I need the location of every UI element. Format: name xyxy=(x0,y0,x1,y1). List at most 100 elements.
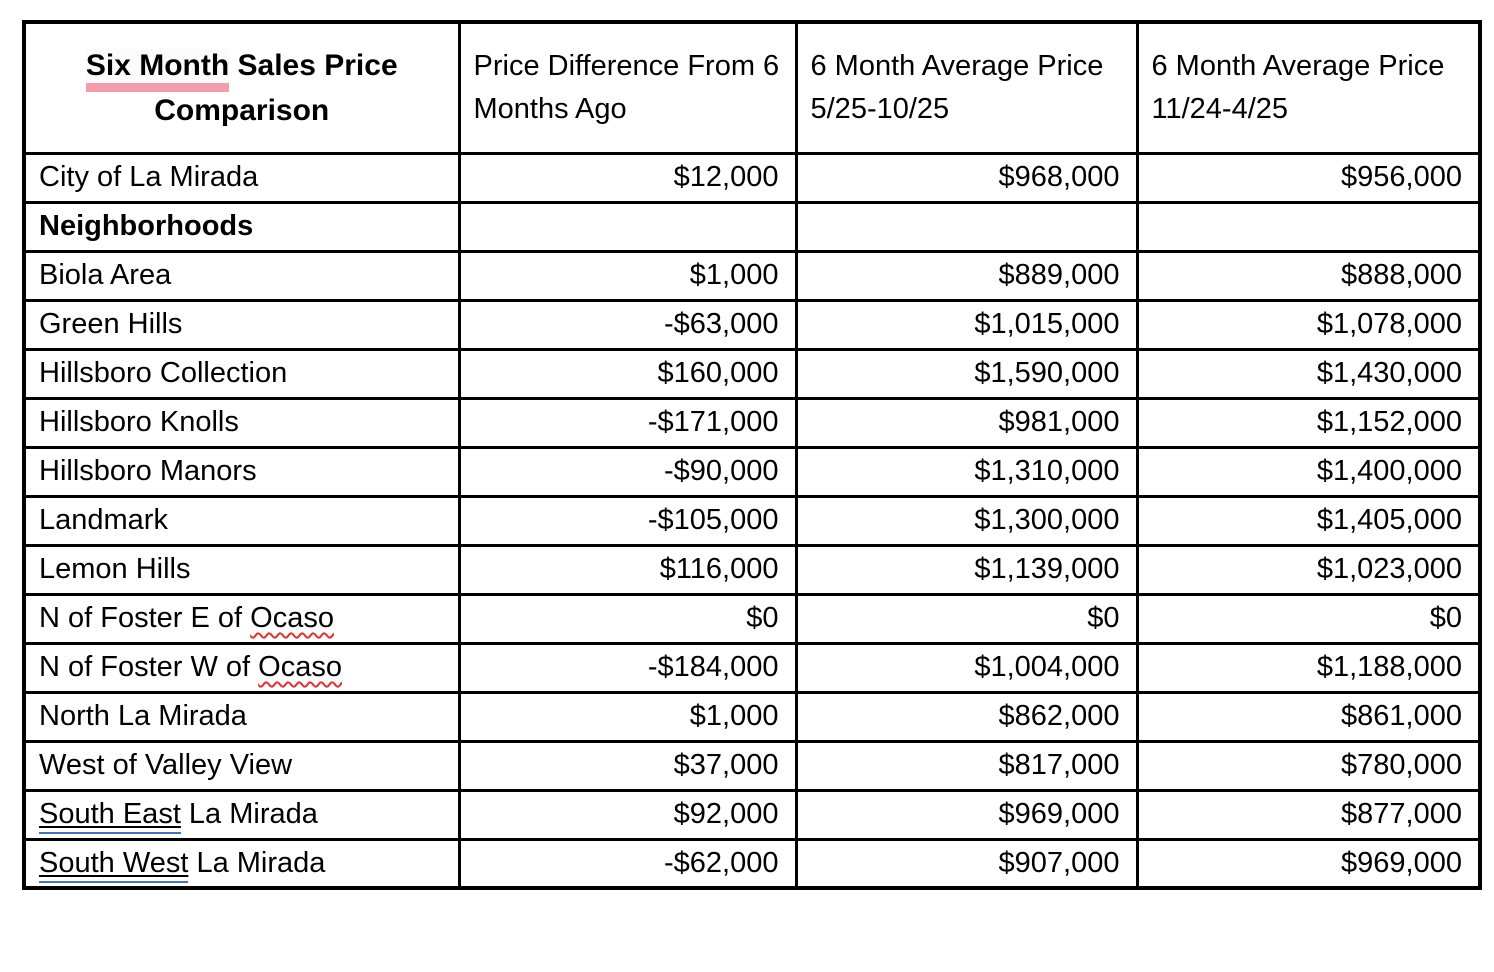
avg-price-prior-cell: $969,000 xyxy=(1135,837,1482,890)
row-label-text: La Mirada xyxy=(180,798,318,830)
table-row: Lemon Hills $116,000 $1,139,000 $1,023,000 xyxy=(22,543,1482,596)
avg-price-recent-cell: $981,000 xyxy=(794,396,1139,449)
avg-price-recent-cell: $1,139,000 xyxy=(794,543,1139,596)
table-title-cell: Six Month Sales Price Comparison xyxy=(22,20,461,155)
table-row: City of La Mirada $12,000 $968,000 $956,000 xyxy=(22,151,1482,204)
col-header-avg-price-prior: 6 Month Average Price 11/24-4/25 xyxy=(1135,20,1482,155)
row-label-cell: South West La Mirada xyxy=(22,837,461,890)
table-row: Landmark -$105,000 $1,300,000 $1,405,000 xyxy=(22,494,1482,547)
price-diff-cell: -$62,000 xyxy=(457,837,798,890)
row-label-text: Lemon Hills xyxy=(39,553,191,585)
title-highlighted-text: Six Month xyxy=(85,48,230,92)
grammar-underlined-text: South West xyxy=(39,846,189,883)
table-row: South West La Mirada -$62,000 $907,000 $969… xyxy=(22,837,1482,890)
row-label-cell: Lemon Hills xyxy=(22,543,461,596)
title-rest-text: Sales Price xyxy=(229,48,398,82)
spellcheck-underlined-text: Ocaso xyxy=(250,602,334,634)
row-label-text: City of La Mirada xyxy=(39,161,259,193)
price-diff-cell: $1,000 xyxy=(457,249,798,302)
table-row: Biola Area $1,000 $889,000 $888,000 xyxy=(22,249,1482,302)
row-label-cell: Neighborhoods xyxy=(22,200,461,253)
price-diff-cell xyxy=(457,200,798,253)
avg-price-recent-cell: $1,004,000 xyxy=(794,641,1139,694)
avg-price-prior-cell: $956,000 xyxy=(1135,151,1482,204)
avg-price-recent-cell: $1,015,000 xyxy=(794,298,1139,351)
avg-price-recent-cell: $1,310,000 xyxy=(794,445,1139,498)
avg-price-prior-cell: $0 xyxy=(1135,592,1482,645)
row-label-text: West of Valley View xyxy=(39,749,293,781)
avg-price-recent-cell: $969,000 xyxy=(794,788,1139,841)
row-label-cell: N of Foster E of Ocaso xyxy=(22,592,461,645)
avg-price-prior-cell xyxy=(1135,200,1482,253)
row-label-text: N of Foster E of xyxy=(39,602,251,634)
table-row: North La Mirada $1,000 $862,000 $861,000 xyxy=(22,690,1482,743)
avg-price-recent-cell: $817,000 xyxy=(794,739,1139,792)
table-title-line1: Six Month Sales Price xyxy=(27,43,456,92)
avg-price-recent-cell: $0 xyxy=(794,592,1139,645)
avg-price-recent-cell: $968,000 xyxy=(794,151,1139,204)
avg-price-prior-cell: $877,000 xyxy=(1135,788,1482,841)
header-row: Six Month Sales Price Comparison Price D… xyxy=(22,20,1482,155)
avg-price-prior-cell: $1,400,000 xyxy=(1135,445,1482,498)
row-label-cell: North La Mirada xyxy=(22,690,461,743)
avg-price-recent-cell xyxy=(794,200,1139,253)
col-header-price-difference: Price Difference From 6 Months Ago xyxy=(457,20,798,155)
sales-price-comparison-table: Six Month Sales Price Comparison Price D… xyxy=(22,20,1482,890)
price-diff-cell: -$171,000 xyxy=(457,396,798,449)
table-row: N of Foster E of Ocaso $0 $0 $0 xyxy=(22,592,1482,645)
price-diff-cell: $0 xyxy=(457,592,798,645)
row-label-text: Hillsboro Collection xyxy=(39,357,288,389)
row-label-text: La Mirada xyxy=(188,846,326,879)
price-diff-cell: -$184,000 xyxy=(457,641,798,694)
price-diff-cell: $12,000 xyxy=(457,151,798,204)
table-title-line2: Comparison xyxy=(154,93,330,127)
avg-price-prior-cell: $861,000 xyxy=(1135,690,1482,743)
row-label-cell: Hillsboro Collection xyxy=(22,347,461,400)
row-label-text: Neighborhoods xyxy=(39,210,254,242)
spellcheck-underlined-text: Ocaso xyxy=(258,651,342,683)
col-header-avg-price-recent: 6 Month Average Price 5/25-10/25 xyxy=(794,20,1139,155)
table-row: N of Foster W of Ocaso -$184,000 $1,004,00… xyxy=(22,641,1482,694)
avg-price-prior-cell: $1,078,000 xyxy=(1135,298,1482,351)
row-label-cell: City of La Mirada xyxy=(22,151,461,204)
row-label-cell: West of Valley View xyxy=(22,739,461,792)
avg-price-prior-cell: $780,000 xyxy=(1135,739,1482,792)
avg-price-recent-cell: $889,000 xyxy=(794,249,1139,302)
price-diff-cell: -$90,000 xyxy=(457,445,798,498)
table-row: South East La Mirada $92,000 $969,000 $877,… xyxy=(22,788,1482,841)
price-diff-cell: $1,000 xyxy=(457,690,798,743)
avg-price-prior-cell: $1,152,000 xyxy=(1135,396,1482,449)
avg-price-prior-cell: $1,405,000 xyxy=(1135,494,1482,547)
avg-price-prior-cell: $1,188,000 xyxy=(1135,641,1482,694)
table-row: West of Valley View $37,000 $817,000 $780,0… xyxy=(22,739,1482,792)
row-label-text: Hillsboro Manors xyxy=(39,455,257,487)
table-row: Hillsboro Collection $160,000 $1,590,000 $1… xyxy=(22,347,1482,400)
avg-price-prior-cell: $1,023,000 xyxy=(1135,543,1482,596)
price-diff-cell: $92,000 xyxy=(457,788,798,841)
avg-price-recent-cell: $862,000 xyxy=(794,690,1139,743)
price-diff-cell: $37,000 xyxy=(457,739,798,792)
price-diff-cell: -$63,000 xyxy=(457,298,798,351)
row-label-cell: Green Hills xyxy=(22,298,461,351)
avg-price-recent-cell: $1,590,000 xyxy=(794,347,1139,400)
row-label-cell: Hillsboro Knolls xyxy=(22,396,461,449)
row-label-cell: Biola Area xyxy=(22,249,461,302)
avg-price-prior-cell: $888,000 xyxy=(1135,249,1482,302)
avg-price-recent-cell: $907,000 xyxy=(794,837,1139,890)
row-label-cell: Hillsboro Manors xyxy=(22,445,461,498)
row-label-text: Landmark xyxy=(39,504,168,536)
table-row: Hillsboro Manors -$90,000 $1,310,000 $1,400… xyxy=(22,445,1482,498)
avg-price-prior-cell: $1,430,000 xyxy=(1135,347,1482,400)
row-label-cell: South East La Mirada xyxy=(22,788,461,841)
table-row: Hillsboro Knolls -$171,000 $981,000 $1,152,… xyxy=(22,396,1482,449)
row-label-cell: N of Foster W of Ocaso xyxy=(22,641,461,694)
price-diff-cell: $160,000 xyxy=(457,347,798,400)
row-label-text: Hillsboro Knolls xyxy=(39,406,239,438)
row-label-text: N of Foster W of xyxy=(39,651,259,683)
table-row: Green Hills -$63,000 $1,015,000 $1,078,000 xyxy=(22,298,1482,351)
row-label-text: North La Mirada xyxy=(39,700,247,732)
row-label-text: Green Hills xyxy=(39,308,183,340)
grammar-underlined-text: South East xyxy=(39,798,181,834)
table-row: Neighborhoods xyxy=(22,200,1482,253)
avg-price-recent-cell: $1,300,000 xyxy=(794,494,1139,547)
